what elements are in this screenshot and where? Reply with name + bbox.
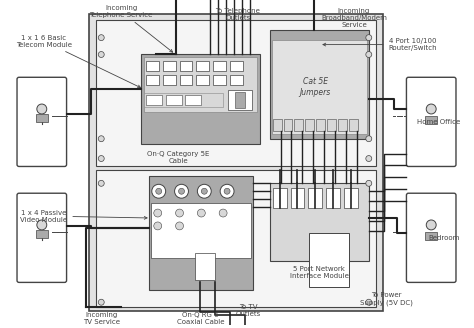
Circle shape [98,155,104,161]
Bar [228,90,252,110]
Text: To Power
Supply (5V DC): To Power Supply (5V DC) [360,292,413,306]
Circle shape [37,104,47,114]
Text: Home Office: Home Office [417,119,460,125]
Bar [305,119,314,131]
Bar [163,61,175,72]
Bar [165,95,182,105]
Circle shape [175,209,183,217]
Bar [180,75,192,85]
Bar [270,30,369,139]
Bar [235,92,245,108]
FancyBboxPatch shape [17,193,66,282]
Circle shape [366,299,372,305]
Bar [90,14,383,311]
Text: 5 Port Network
Interface Module: 5 Port Network Interface Module [290,266,349,278]
Bar [146,75,159,85]
Circle shape [152,184,165,198]
Bar [273,119,282,131]
Bar [294,119,303,131]
Text: Cat 5E
Jumpers: Cat 5E Jumpers [300,77,331,97]
Bar [316,119,325,131]
Circle shape [174,184,189,198]
Circle shape [219,209,227,217]
Circle shape [179,188,184,194]
Bar [291,188,304,208]
Bar [338,119,347,131]
Circle shape [154,222,162,230]
FancyBboxPatch shape [406,77,456,167]
Text: 4 Port 10/100
Router/Switch: 4 Port 10/100 Router/Switch [323,38,437,51]
Bar [344,188,358,208]
Text: On·Q RG 6
Coaxial Cable: On·Q RG 6 Coaxial Cable [177,312,224,325]
Bar [309,188,322,208]
Bar [196,75,209,85]
Bar [36,114,48,122]
Circle shape [98,51,104,57]
Bar [146,95,162,105]
FancyBboxPatch shape [17,77,66,167]
Bar [149,176,253,290]
Bar [96,171,376,307]
Text: Bedroom: Bedroom [428,235,460,241]
Bar [144,93,223,107]
Circle shape [366,35,372,41]
Circle shape [366,51,372,57]
Bar [273,188,287,208]
Bar [141,54,260,144]
Bar [327,119,336,131]
Text: Incoming
TV Service: Incoming TV Service [83,312,120,325]
Circle shape [197,209,205,217]
Bar [144,57,257,112]
Bar [349,119,358,131]
Bar [230,75,243,85]
Text: Incoming
Telephone Service: Incoming Telephone Service [90,5,173,52]
Bar [36,230,48,238]
Bar [213,75,226,85]
Bar [283,119,292,131]
Text: To TV
Outlets: To TV Outlets [235,304,261,317]
Bar [272,40,367,134]
Circle shape [426,104,436,114]
Circle shape [224,188,230,194]
Text: Incoming
Broadband/Modem
Service: Incoming Broadband/Modem Service [321,8,387,28]
Bar [270,183,369,261]
Circle shape [98,35,104,41]
Bar [96,20,376,167]
Text: 1 x 1 6 Basic
Telecom Module: 1 x 1 6 Basic Telecom Module [16,34,140,88]
Circle shape [154,209,162,217]
Circle shape [98,180,104,186]
Text: 1 x 4 Passive
Video Module: 1 x 4 Passive Video Module [20,210,147,222]
Bar [425,232,437,240]
Bar [326,188,340,208]
Circle shape [37,220,47,230]
Bar [185,95,201,105]
Bar [310,233,349,287]
Bar [180,61,192,72]
Bar [213,61,226,72]
Bar [196,61,209,72]
Bar [425,116,437,124]
Circle shape [197,184,211,198]
Circle shape [366,136,372,142]
Bar [230,61,243,72]
Bar [151,203,251,257]
Circle shape [220,184,234,198]
Circle shape [98,136,104,142]
Circle shape [366,155,372,161]
Text: On·Q Category 5E
Cable: On·Q Category 5E Cable [147,151,210,164]
Circle shape [156,188,162,194]
Circle shape [426,220,436,230]
Circle shape [366,180,372,186]
Bar [146,61,159,72]
Text: To Telephone
Outlets: To Telephone Outlets [216,8,260,21]
Circle shape [175,222,183,230]
Circle shape [98,299,104,305]
Circle shape [201,188,207,194]
FancyBboxPatch shape [406,193,456,282]
Bar [163,75,175,85]
Bar [195,253,215,280]
